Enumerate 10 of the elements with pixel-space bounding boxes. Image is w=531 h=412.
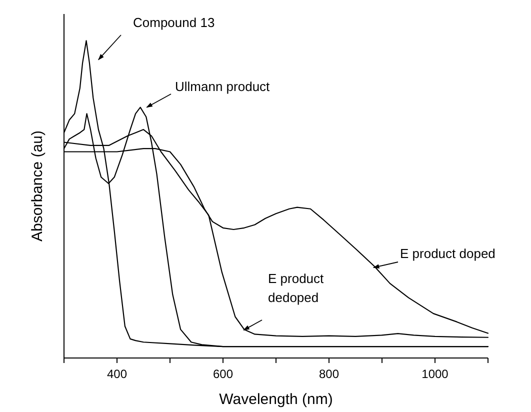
- x-tick-label: 400: [106, 367, 128, 381]
- text: Compound 13: [133, 15, 215, 30]
- x-tick-label: 800: [318, 367, 340, 381]
- x-tick-label: 1000: [422, 367, 449, 381]
- text: Ullmann product: [175, 79, 270, 94]
- text: E product dedoped: [268, 271, 324, 305]
- series-label: E product doped: [400, 246, 496, 261]
- y-axis-title: Absorbance (au): [29, 130, 46, 242]
- x-tick-label: 600: [212, 367, 234, 381]
- x-axis-title: Wavelength (nm): [219, 391, 333, 408]
